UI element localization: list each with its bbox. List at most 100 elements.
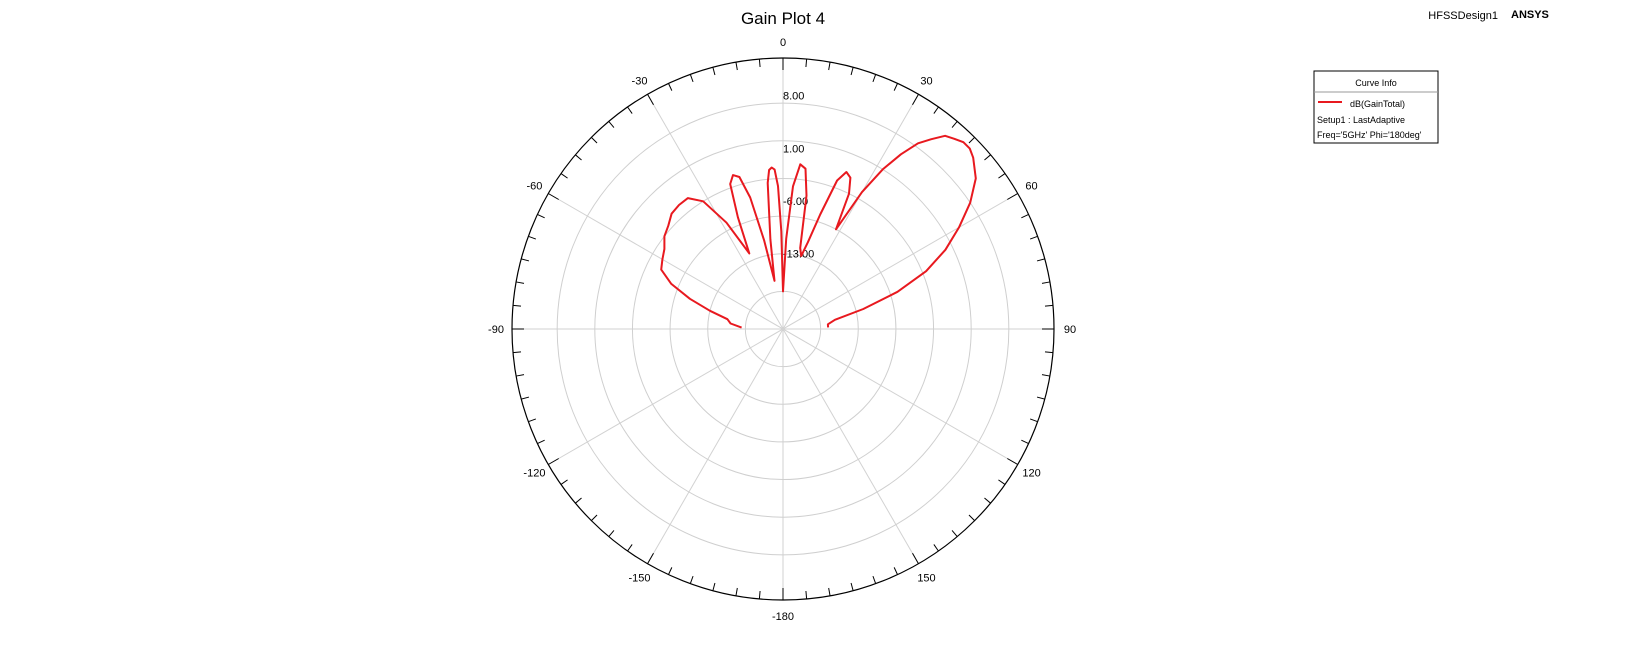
minor-tick: [1041, 281, 1050, 284]
minor-tick: [805, 590, 808, 600]
minor-tick: [1044, 304, 1054, 307]
minor-tick: [1036, 258, 1045, 262]
chart-title: Gain Plot 4: [741, 9, 825, 28]
minor-tick: [668, 567, 673, 575]
angular-tick-label: -150: [628, 573, 650, 585]
minor-tick: [512, 304, 522, 307]
grid-ring: [631, 177, 935, 481]
minor-tick: [608, 530, 615, 537]
minor-tick: [951, 530, 958, 537]
angular-tick-label: -60: [526, 181, 542, 193]
major-tick: [548, 193, 559, 200]
radial-tick-label: -6.00: [783, 196, 808, 208]
minor-tick: [850, 582, 854, 591]
radial-tick-labels: -13.00 -6.00 1.00 8.00: [783, 91, 814, 261]
minor-tick: [998, 479, 1006, 485]
angular-tick-label: 0: [780, 37, 786, 49]
minor-tick: [1036, 396, 1045, 400]
angular-tick-label: 150: [917, 573, 935, 585]
legend-freq-line: Freq='5GHz' Phi='180deg': [1317, 130, 1422, 140]
minor-tick: [560, 479, 568, 485]
minor-tick: [872, 575, 877, 584]
minor-tick: [575, 154, 582, 161]
legend-box: [1313, 70, 1439, 144]
major-tick: [912, 553, 919, 564]
minor-tick: [575, 497, 582, 504]
radial-tick-label: 1.00: [783, 143, 804, 155]
minor-tick: [516, 374, 525, 377]
angular-tick-label: 30: [920, 75, 932, 87]
minor-tick: [668, 83, 673, 91]
legend-title: Curve Info: [1355, 78, 1397, 88]
minor-tick: [1029, 235, 1038, 240]
minor-tick: [735, 587, 738, 596]
major-tick: [647, 553, 654, 564]
legend-entry-label: dB(GainTotal): [1350, 99, 1405, 109]
major-tick: [548, 458, 559, 465]
major-tick: [1007, 458, 1018, 465]
minor-tick: [984, 497, 991, 504]
minor-tick: [998, 173, 1006, 179]
minor-tick: [758, 58, 761, 68]
minor-tick: [560, 173, 568, 179]
minor-tick: [712, 67, 716, 76]
minor-tick: [1021, 439, 1029, 444]
minor-tick: [850, 67, 854, 76]
minor-tick: [521, 258, 530, 262]
minor-tick: [627, 106, 633, 114]
minor-tick: [735, 62, 738, 71]
angular-tick-label: 120: [1022, 468, 1040, 480]
minor-tick: [872, 74, 877, 83]
minor-tick: [512, 351, 522, 354]
minor-tick: [516, 281, 525, 284]
grid-ring: [707, 253, 859, 405]
design-name: HFSSDesign1: [1428, 10, 1498, 22]
minor-tick: [951, 121, 958, 128]
angular-tick-label: -120: [523, 468, 545, 480]
legend-setup-line: Setup1 : LastAdaptive: [1317, 115, 1405, 125]
angular-tick-label: -90: [488, 324, 504, 336]
angular-tick-label: -180: [772, 611, 794, 623]
angular-tick-label: 90: [1064, 324, 1076, 336]
angular-tick-labels: 0 30 60 90 120 150 -180 -150 -120 -90 -60 -30: [488, 37, 1076, 623]
minor-tick: [1044, 351, 1054, 354]
grid-ring: [556, 102, 1010, 556]
grid-ring: [669, 215, 897, 443]
curve-info-legend: Curve Info dB(GainTotal) Setup1 : LastAd…: [1313, 70, 1439, 144]
radial-tick-label: 8.00: [783, 91, 804, 103]
minor-tick: [893, 567, 898, 575]
minor-tick: [984, 154, 991, 161]
minor-tick: [968, 514, 975, 521]
minor-tick: [537, 214, 545, 219]
radial-tick-label: -13.00: [783, 249, 814, 261]
angular-tick-label: -30: [632, 75, 648, 87]
minor-tick: [528, 235, 537, 240]
gain-curve-group: [660, 134, 977, 329]
major-tick: [1007, 193, 1018, 200]
minor-tick: [591, 137, 598, 144]
angular-tick-label: 60: [1025, 181, 1037, 193]
minor-tick: [933, 544, 939, 552]
minor-tick: [627, 544, 633, 552]
minor-tick: [689, 74, 694, 83]
minor-tick: [805, 58, 808, 68]
minor-tick: [1041, 374, 1050, 377]
angular-ticks: [512, 58, 1054, 600]
minor-tick: [537, 439, 545, 444]
minor-tick: [689, 575, 694, 584]
minor-tick: [968, 137, 975, 144]
angular-spoke: [647, 94, 919, 564]
minor-tick: [828, 62, 831, 71]
minor-tick: [591, 514, 598, 521]
ansys-logo: ANSYS: [1511, 9, 1549, 21]
major-tick: [647, 94, 654, 105]
minor-tick: [521, 396, 530, 400]
minor-tick: [828, 587, 831, 596]
minor-tick: [712, 582, 716, 591]
minor-tick: [528, 418, 537, 423]
minor-tick: [1021, 214, 1029, 219]
grid-ring: [594, 140, 972, 518]
minor-tick: [893, 83, 898, 91]
major-tick: [912, 94, 919, 105]
